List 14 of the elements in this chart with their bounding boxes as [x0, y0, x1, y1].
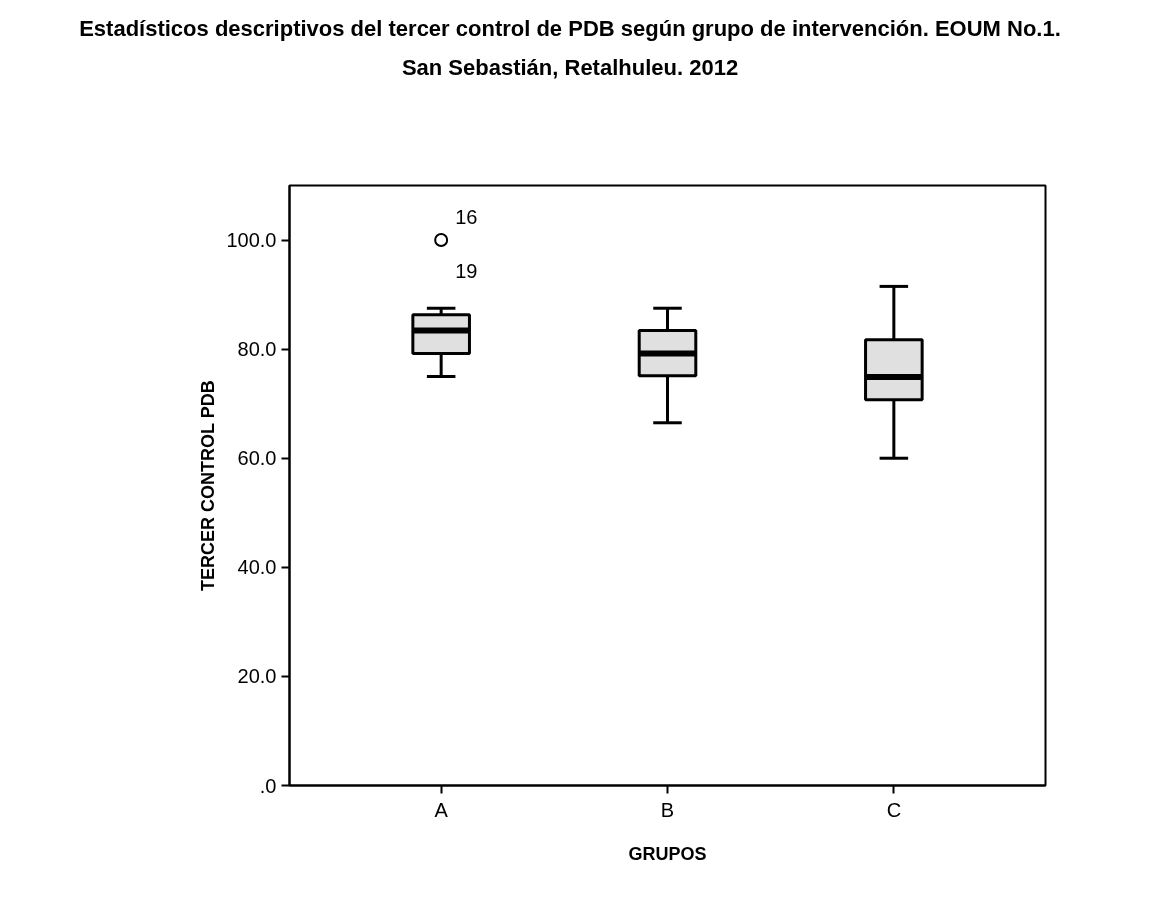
y-tick-label: 20.0	[237, 665, 277, 688]
annotation: 19	[455, 260, 478, 283]
y-axis-title: TERCER CONTROL PDB	[198, 380, 219, 591]
x-tick-label: A	[434, 798, 449, 821]
x-axis-title: GRUPOS	[628, 843, 707, 864]
chart-title: Estadísticos descriptivos del tercer control de PDB según grupo de intervención. EOUM No.1. San Sebastián, Retalhuleu. 2012	[78, 15, 1062, 82]
x-tick-label: B	[660, 798, 675, 821]
y-tick-label: .0	[259, 774, 277, 797]
y-tick-label: 100.0	[226, 229, 277, 252]
annotation: 16	[455, 206, 478, 229]
x-tick-label: C	[886, 798, 902, 821]
y-tick-label: 40.0	[237, 556, 277, 579]
y-tick-label: 60.0	[237, 447, 277, 470]
y-tick-label: 80.0	[237, 338, 277, 361]
